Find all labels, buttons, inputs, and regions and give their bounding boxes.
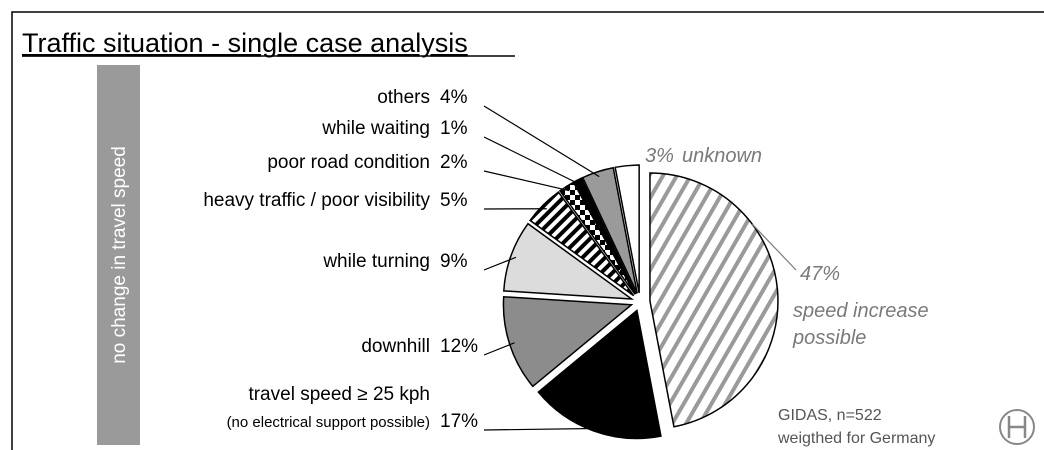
pie-slice <box>537 309 662 440</box>
pie-slice <box>581 166 638 294</box>
leader-line <box>483 105 600 178</box>
category-label: others <box>377 87 430 108</box>
category-label: unknown <box>682 145 762 167</box>
pie-slice <box>649 172 779 428</box>
value-label: 17% <box>440 411 478 432</box>
value-label: 12% <box>440 336 478 357</box>
category-note: (no electrical support possible) <box>227 414 430 431</box>
category-label: poor road condition <box>267 152 430 173</box>
frame <box>11 11 1044 450</box>
category-label: speed increase <box>793 300 929 322</box>
category-label: possible <box>792 327 866 349</box>
pie <box>502 164 779 440</box>
leader-line <box>483 342 515 356</box>
value-label: 4% <box>440 87 468 108</box>
pie-slice <box>614 164 640 294</box>
value-label: 9% <box>440 251 468 272</box>
category-label: while turning <box>322 251 430 272</box>
pie-slice <box>502 222 635 300</box>
pie-slice <box>558 181 636 295</box>
category-label: travel speed ≥ 25 kph <box>248 384 430 405</box>
value-label: 2% <box>440 152 468 173</box>
side-bar <box>97 65 140 445</box>
value-label: 47% <box>800 263 840 285</box>
leader-line <box>751 223 797 271</box>
pie-slice <box>529 191 635 297</box>
logo <box>999 409 1035 445</box>
value-label: 5% <box>440 190 468 211</box>
source-line: weigthed for Germany <box>777 430 935 447</box>
category-label: heavy traffic / poor visibility <box>203 190 430 211</box>
leader-line <box>483 136 581 186</box>
category-label: while waiting <box>321 118 430 139</box>
value-label: 3% <box>645 145 674 167</box>
category-label: downhill <box>361 336 430 357</box>
leader-line <box>483 170 570 192</box>
leader-line <box>483 256 517 271</box>
side-label: no change in travel speed <box>109 146 130 364</box>
slide-title: Traffic situation - single case analysis <box>22 28 468 58</box>
value-label: 1% <box>440 118 468 139</box>
source-line: GIDAS, n=522 <box>778 407 882 424</box>
leader-line <box>483 427 595 431</box>
